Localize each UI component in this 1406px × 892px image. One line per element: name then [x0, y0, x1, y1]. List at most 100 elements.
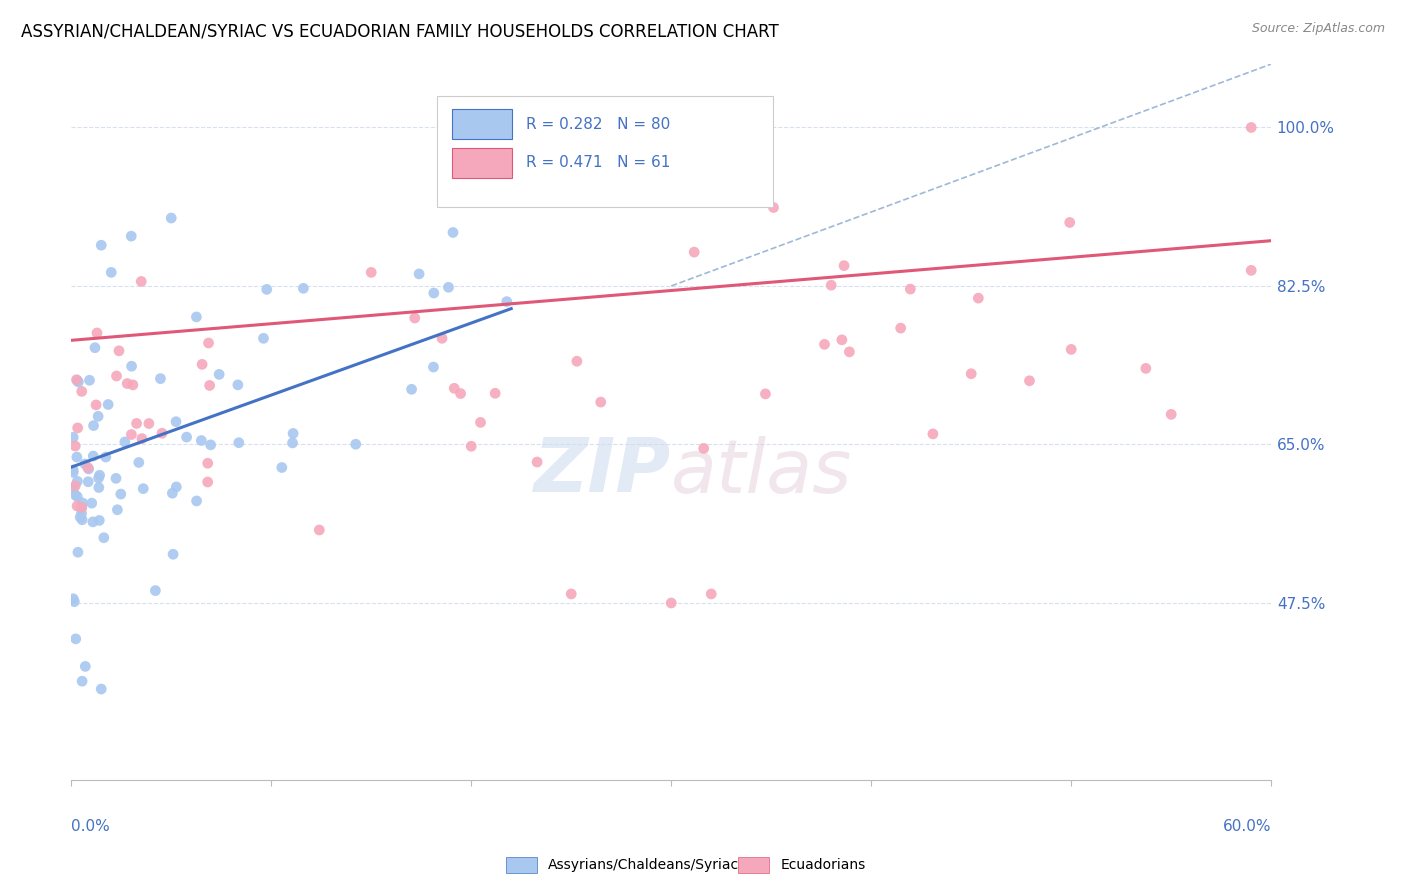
- Point: [65, 479, 87, 493]
- Point: [150, 426, 173, 441]
- Point: [484, 386, 506, 401]
- Point: [1160, 408, 1182, 422]
- Point: [114, 434, 136, 449]
- Point: [62, 591, 84, 606]
- Point: [683, 245, 706, 260]
- Point: [145, 583, 167, 598]
- Point: [460, 439, 482, 453]
- Point: [186, 494, 208, 508]
- Point: [226, 377, 249, 392]
- Point: [197, 336, 219, 351]
- Point: [66, 475, 89, 489]
- Point: [105, 471, 128, 485]
- Point: [77, 462, 100, 476]
- Text: ASSYRIAN/CHALDEAN/SYRIAC VS ECUADORIAN FAMILY HOUSEHOLDS CORRELATION CHART: ASSYRIAN/CHALDEAN/SYRIAC VS ECUADORIAN F…: [21, 22, 779, 40]
- Point: [470, 416, 492, 430]
- Point: [589, 395, 612, 409]
- Point: [89, 513, 111, 527]
- Point: [423, 286, 446, 301]
- Point: [160, 211, 183, 225]
- Point: [197, 475, 219, 489]
- Point: [1060, 343, 1083, 357]
- Point: [890, 321, 912, 335]
- Point: [437, 280, 460, 294]
- Point: [87, 481, 110, 495]
- Point: [63, 488, 86, 502]
- Text: 60.0%: 60.0%: [1223, 819, 1271, 834]
- Point: [115, 376, 138, 391]
- Point: [70, 674, 93, 689]
- Point: [344, 437, 367, 451]
- Text: ZIP: ZIP: [534, 435, 671, 508]
- Point: [967, 291, 990, 305]
- Point: [813, 337, 835, 351]
- FancyBboxPatch shape: [437, 96, 773, 207]
- Point: [256, 282, 278, 296]
- Point: [754, 387, 776, 401]
- Point: [165, 480, 187, 494]
- Point: [62, 466, 84, 480]
- Point: [176, 430, 198, 444]
- Bar: [451, 109, 512, 139]
- Point: [270, 460, 292, 475]
- Point: [62, 430, 84, 444]
- Point: [692, 442, 714, 456]
- Point: [443, 381, 465, 395]
- Point: [1240, 120, 1263, 135]
- Point: [198, 378, 221, 392]
- Point: [66, 450, 89, 464]
- Point: [820, 278, 842, 293]
- Point: [105, 369, 128, 384]
- Point: [422, 359, 444, 374]
- Point: [122, 377, 145, 392]
- Point: [84, 341, 107, 355]
- Point: [208, 368, 231, 382]
- Point: [252, 331, 274, 345]
- Point: [86, 326, 108, 340]
- Point: [700, 587, 723, 601]
- Point: [76, 460, 98, 475]
- Point: [129, 275, 152, 289]
- Point: [69, 510, 91, 524]
- Point: [560, 587, 582, 601]
- Text: Ecuadorians: Ecuadorians: [780, 858, 866, 872]
- Point: [70, 506, 93, 520]
- Point: [87, 409, 110, 424]
- Text: R = 0.282   N = 80: R = 0.282 N = 80: [526, 117, 671, 132]
- Point: [108, 343, 131, 358]
- Point: [66, 421, 89, 435]
- Point: [190, 434, 212, 448]
- Point: [62, 463, 84, 477]
- Point: [441, 226, 464, 240]
- Text: 0.0%: 0.0%: [72, 819, 110, 834]
- Point: [82, 449, 104, 463]
- Point: [77, 475, 100, 489]
- Point: [191, 358, 214, 372]
- Point: [65, 373, 87, 387]
- Point: [132, 482, 155, 496]
- Point: [79, 373, 101, 387]
- Point: [832, 259, 855, 273]
- Point: [94, 450, 117, 464]
- Point: [75, 659, 97, 673]
- Point: [125, 417, 148, 431]
- Point: [63, 595, 86, 609]
- Point: [90, 238, 112, 252]
- Point: [149, 371, 172, 385]
- Point: [922, 426, 945, 441]
- Point: [228, 435, 250, 450]
- Point: [62, 482, 84, 496]
- Point: [898, 282, 921, 296]
- Point: [110, 487, 132, 501]
- Point: [120, 427, 142, 442]
- Point: [401, 382, 423, 396]
- Point: [70, 513, 93, 527]
- Point: [138, 417, 160, 431]
- Point: [70, 500, 93, 515]
- Point: [960, 367, 983, 381]
- Text: R = 0.471   N = 61: R = 0.471 N = 61: [526, 155, 671, 170]
- Point: [131, 432, 153, 446]
- Point: [831, 333, 853, 347]
- Point: [1135, 361, 1157, 376]
- Point: [838, 344, 860, 359]
